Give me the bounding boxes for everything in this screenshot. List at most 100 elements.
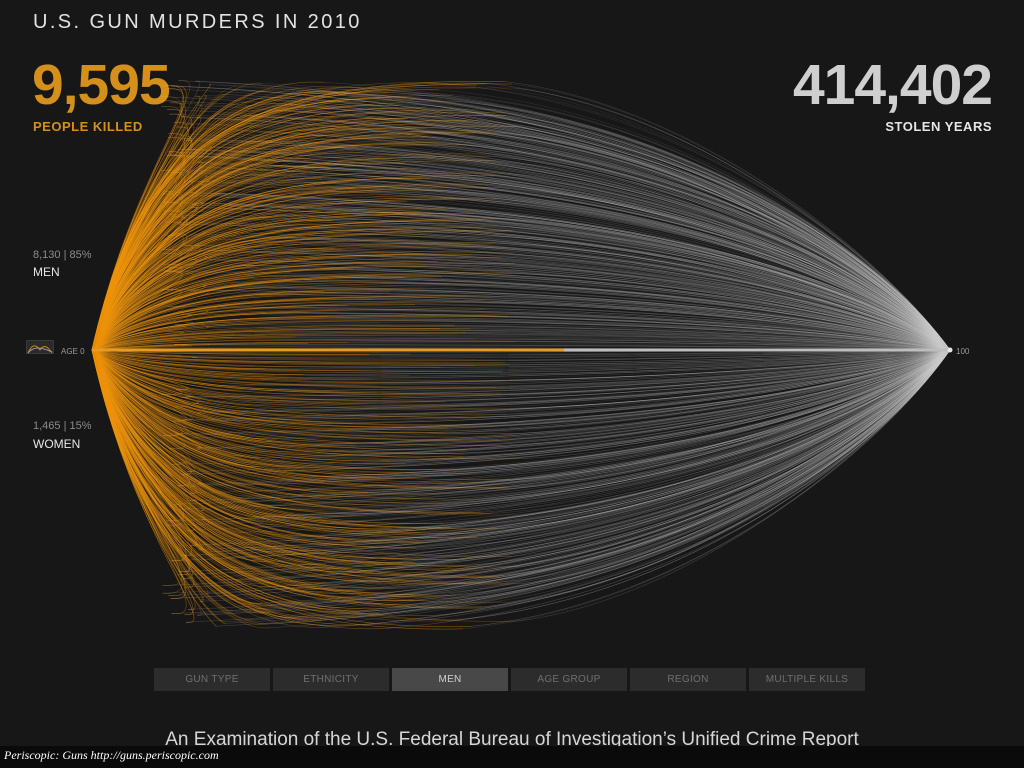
life-arc-stolen — [466, 349, 951, 387]
life-arc-stolen — [171, 349, 951, 561]
life-arc-stolen — [475, 338, 951, 351]
life-arc-stolen — [219, 146, 951, 351]
life-arc-stolen — [181, 349, 951, 556]
life-arc-lived — [91, 349, 509, 489]
life-arc-lived — [91, 308, 485, 351]
life-arc-lived — [91, 349, 445, 495]
life-arc-stolen — [425, 234, 951, 351]
life-arc-stolen — [242, 349, 951, 581]
life-arc-stolen — [495, 349, 951, 388]
life-arc-stolen — [171, 349, 951, 614]
life-arc-lived — [91, 349, 188, 408]
life-arc-stolen — [232, 349, 951, 611]
life-arc-lived — [91, 224, 326, 351]
life-arc-lived — [91, 114, 262, 351]
life-arc-stolen — [349, 349, 951, 448]
life-arc-stolen — [246, 168, 951, 351]
age-axis-end-dot — [947, 347, 953, 353]
life-arc-stolen — [338, 135, 951, 351]
life-arc-stolen — [494, 186, 951, 351]
life-arc-stolen — [393, 349, 951, 479]
life-arc-stolen — [314, 206, 951, 351]
life-arc-stolen — [393, 282, 951, 351]
age-distribution-mini-icon[interactable] — [26, 340, 54, 354]
life-arc-stolen — [164, 191, 951, 351]
life-arc-stolen — [195, 95, 951, 351]
life-arc-stolen — [204, 175, 951, 351]
life-arc-stolen — [346, 349, 951, 393]
life-arc-stolen — [292, 349, 951, 515]
life-arc-stolen — [503, 349, 951, 577]
life-arc-lived — [91, 270, 183, 351]
life-arc-stolen — [255, 349, 951, 385]
life-arc-stolen — [428, 136, 951, 351]
life-arc-stolen — [369, 185, 951, 351]
life-arc-stolen — [163, 271, 951, 351]
life-arc-stolen — [325, 349, 951, 565]
life-arc-stolen — [237, 232, 951, 351]
life-arc-stolen — [184, 321, 951, 351]
tab-multiple-kills[interactable]: MULTIPLE KILLS — [749, 668, 865, 691]
life-arc-stolen — [213, 349, 951, 544]
tab-region[interactable]: REGION — [630, 668, 746, 691]
life-arc-lived — [91, 244, 490, 351]
life-arc-lived — [91, 282, 394, 351]
life-arc-stolen — [320, 349, 951, 480]
life-arc-stolen — [305, 173, 951, 351]
tab-age-group[interactable]: AGE GROUP — [511, 668, 627, 691]
life-arc-stolen — [232, 349, 951, 498]
life-arc-stolen — [344, 233, 951, 351]
life-arc-stolen — [270, 349, 951, 587]
life-arc-lived — [91, 349, 384, 589]
life-arc-lived — [91, 301, 414, 351]
life-arc-lived — [91, 318, 258, 351]
tab-ethnicity[interactable]: ETHNICITY — [273, 668, 389, 691]
life-arc-lived — [91, 186, 495, 351]
life-arc-lived — [91, 268, 320, 351]
life-arc-lived — [91, 349, 485, 361]
gun-deaths-arc-chart[interactable] — [0, 0, 1024, 700]
life-arc-lived — [91, 349, 419, 534]
life-arc-lived — [91, 222, 233, 351]
life-arc-lived — [91, 349, 510, 365]
life-arc-lived — [91, 143, 215, 351]
life-arc-lived — [91, 349, 202, 402]
life-arc-stolen — [265, 349, 951, 369]
life-arc-lived — [91, 349, 361, 403]
life-arc-stolen — [318, 150, 951, 351]
life-arc-stolen — [425, 349, 951, 531]
life-arc-stolen — [494, 175, 951, 351]
life-arc-lived — [91, 237, 294, 351]
life-arc-stolen — [382, 349, 951, 383]
life-arc-stolen — [467, 295, 951, 351]
life-arc-stolen — [297, 274, 951, 351]
life-arc-lived — [91, 89, 439, 351]
life-arc-stolen — [309, 349, 951, 510]
life-arc-lived — [91, 209, 443, 351]
life-arc-stolen — [435, 349, 951, 538]
tab-men[interactable]: MEN — [392, 668, 508, 691]
life-arc-stolen — [384, 349, 951, 629]
life-arc-stolen — [199, 161, 951, 351]
life-arc-stolen — [474, 319, 951, 351]
life-arc-stolen — [310, 157, 951, 351]
life-arc-lived — [91, 144, 470, 351]
life-arc-stolen — [293, 237, 951, 351]
life-arc-stolen — [203, 349, 951, 412]
tab-gun-type[interactable]: GUN TYPE — [154, 668, 270, 691]
life-arc-stolen — [186, 273, 951, 351]
life-arc-stolen — [249, 349, 951, 591]
life-arc-stolen — [354, 240, 951, 351]
life-arc-stolen — [419, 212, 951, 351]
life-arc-stolen — [407, 118, 951, 351]
life-arc-stolen — [508, 349, 951, 603]
life-arc-stolen — [304, 104, 951, 351]
life-arc-stolen — [503, 330, 951, 351]
life-arc-stolen — [288, 349, 951, 553]
life-arc-stolen — [400, 349, 951, 576]
life-arc-stolen — [428, 349, 951, 524]
life-arc-stolen — [183, 349, 951, 420]
life-arc-lived — [91, 349, 383, 383]
life-arc-lived — [91, 349, 498, 530]
life-arc-lived — [91, 209, 366, 351]
